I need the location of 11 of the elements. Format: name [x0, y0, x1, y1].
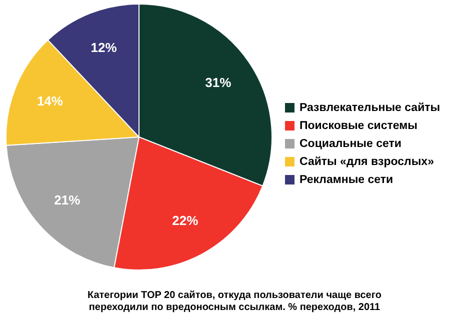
legend-label: Рекламные сети	[300, 174, 394, 186]
legend-label: Развлекательные сайты	[300, 102, 440, 114]
data-label: 14%	[36, 94, 64, 109]
data-label: 21%	[54, 192, 81, 208]
data-label: 31%	[205, 75, 232, 90]
legend-label: Социальные сети	[300, 138, 402, 150]
data-label: 12%	[90, 40, 118, 55]
data-label: 22%	[172, 212, 199, 228]
legend-label: Поисковые системы	[300, 120, 418, 132]
text: Категории TOP 20 сайтов, откуда пользователи чаще всего переходили по вредоносным ссылкам. % переходов, 2011	[87, 290, 382, 313]
legend-label: Сайты «для взрослых»	[300, 156, 434, 168]
